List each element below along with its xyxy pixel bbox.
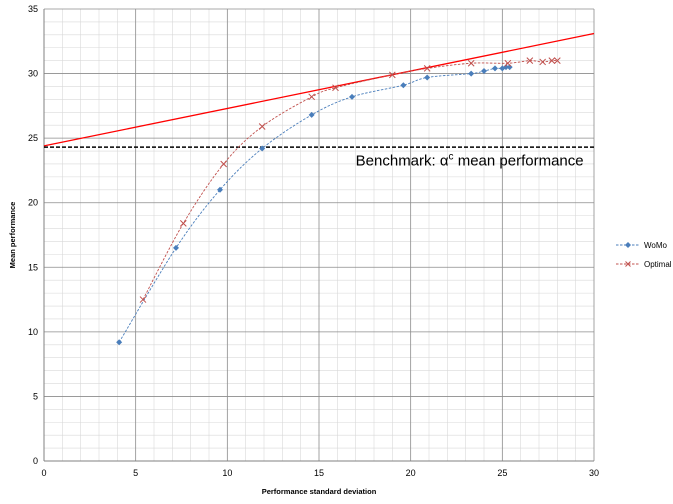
data-point-womo [503,64,509,71]
data-point-womo [506,64,513,71]
data-point-optimal [220,160,228,168]
y-tick-label: 35 [28,4,38,14]
legend-marker-optimal [625,261,631,267]
data-point-optimal [139,296,147,303]
major-grid [43,8,595,462]
data-point-optimal [548,57,556,65]
y-tick-label: 30 [28,69,38,79]
data-point-womo [259,145,266,152]
data-point-optimal [179,220,187,227]
data-point-womo [400,82,407,89]
annotation-superscript: c [449,151,454,162]
data-point-optimal [526,57,534,65]
data-point-womo [481,67,487,74]
data-point-womo [308,111,315,118]
data-point-optimal [258,123,266,130]
data-point-optimal [332,84,339,92]
series-line-womo [118,66,510,343]
benchmark-annotation: Benchmark: αc mean performance [356,151,584,169]
x-tick-label: 5 [133,468,138,478]
legend-item-womo: WoMo [616,241,668,250]
legend-item-optimal: Optimal [616,260,672,269]
y-tick-label: 5 [33,391,38,401]
data-point-optimal [539,58,547,66]
y-tick-label: 0 [33,456,38,466]
data-point-womo [492,65,498,72]
legend: WoMo Optimal [616,241,672,269]
y-tick-label: 15 [28,262,38,272]
data-point-womo [173,244,179,251]
data-point-optimal [553,57,561,65]
x-tick-label: 30 [589,468,599,478]
x-tick-label: 25 [497,468,507,478]
axes [43,9,594,462]
x-tick-label: 15 [314,468,324,478]
y-tick-label: 25 [28,133,38,143]
series-layer [116,57,561,346]
x-tick-labels: 0 5 10 15 20 25 30 [41,468,599,478]
data-point-womo [217,186,223,193]
x-tick-label: 10 [222,468,232,478]
data-point-optimal [388,71,396,79]
reference-lines [43,32,595,148]
data-point-womo [424,74,431,81]
x-axis-title: Performance standard deviation [262,487,377,496]
legend-label-womo: WoMo [644,241,668,250]
data-point-womo [349,93,355,100]
data-point-womo [116,339,123,346]
data-point-optimal [467,59,475,67]
data-point-optimal [308,93,316,101]
y-axis-title: Mean performance [8,202,17,269]
y-tick-label: 20 [28,198,38,208]
data-point-optimal [423,65,431,72]
y-tick-label: 10 [28,327,38,337]
data-point-womo [468,70,475,77]
x-tick-label: 0 [41,468,46,478]
y-tick-labels: 0 5 10 15 20 25 30 35 [28,4,38,466]
series-optimal [139,57,561,303]
x-tick-label: 20 [406,468,416,478]
legend-label-optimal: Optimal [644,260,672,269]
series-womo [116,64,513,346]
legend-marker-womo [625,242,631,248]
data-point-optimal [504,59,512,67]
tangent-line [43,32,595,147]
